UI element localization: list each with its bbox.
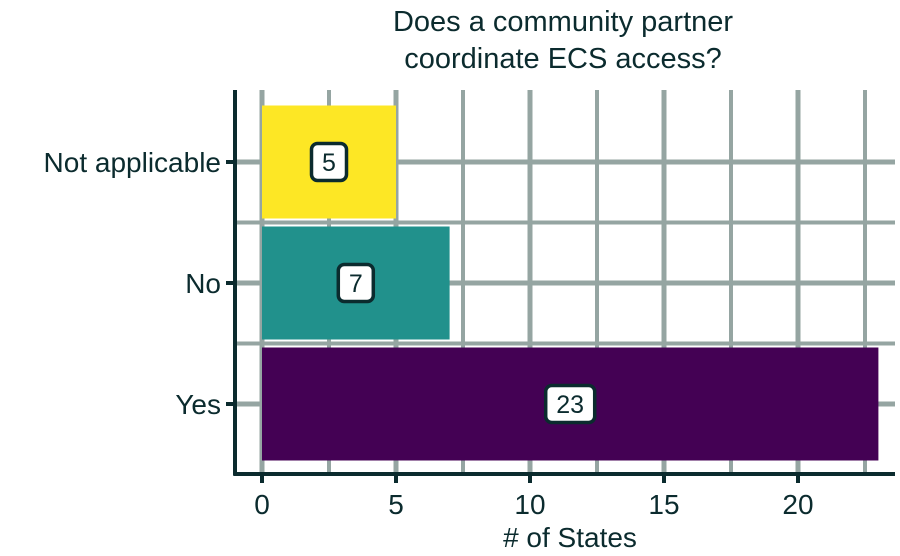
x-tick-label-0: 0: [254, 489, 270, 520]
value-label-2: 23: [556, 391, 584, 419]
value-labels: 5 7 23: [309, 141, 597, 425]
x-tick-label-4: 20: [782, 489, 813, 520]
value-label-1: 7: [349, 270, 363, 298]
value-label-0: 5: [322, 149, 336, 177]
value-label-box-1: [336, 262, 376, 304]
chart-title-line-2: coordinate ECS access?: [404, 43, 722, 75]
x-axis-title: # of States: [503, 522, 637, 553]
chart-title-line-1: Does a community partner: [393, 6, 733, 38]
x-tick-label-2: 10: [514, 489, 545, 520]
x-tick-label-3: 15: [648, 489, 679, 520]
value-label-box-2: [543, 383, 597, 425]
y-tick-label-1: No: [185, 268, 221, 299]
y-tick-label-0: Not applicable: [44, 147, 221, 178]
y-tick-label-2: Yes: [175, 389, 221, 420]
x-tick-label-1: 5: [388, 489, 404, 520]
value-label-box-0: [309, 141, 349, 183]
axes: 0 5 10 15 20 Not applicable No Yes: [44, 90, 895, 520]
